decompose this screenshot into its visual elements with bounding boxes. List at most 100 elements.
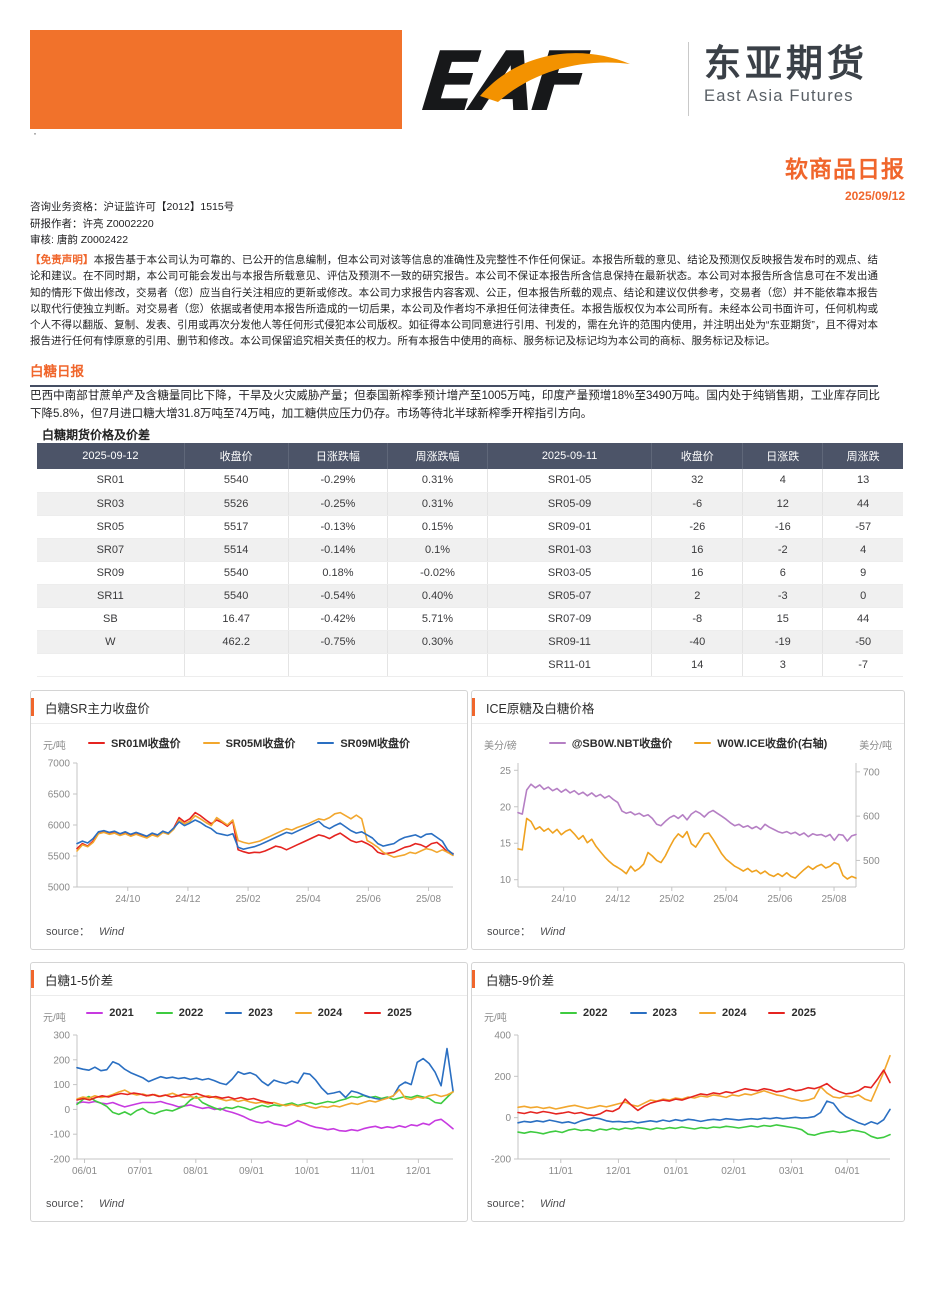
x-tick-label: 24/12 — [175, 894, 200, 905]
chart-title: 白糖SR主力收盘价 — [31, 691, 467, 724]
chart-body: 2021 2022 2023 2024 2025 元/吨 -200 -100 0 100 200… — [31, 996, 467, 1221]
y-axis-unit-left: 元/吨 — [484, 1013, 507, 1024]
table-cell: W — [37, 630, 185, 654]
y-tick-label: 200 — [53, 1055, 70, 1066]
legend-item: SR05M收盘价 — [202, 735, 295, 751]
table-cell: -0.25% — [288, 492, 389, 516]
x-tick-label: 12/01 — [406, 1166, 431, 1177]
table-header-cell: 日涨跌幅 — [288, 443, 389, 469]
table-row: SR11 5540 -0.54% 0.40% SR05-07 2 -3 0 — [37, 584, 903, 608]
table-cell: -7 — [822, 653, 903, 677]
table-cell: -19 — [742, 630, 824, 654]
series-line — [76, 1092, 274, 1104]
table-row: SR05 5517 -0.13% 0.15% SR09-01 -26 -16 -57 — [37, 515, 903, 539]
chart-panel-spread-1-5: 白糖1-5价差 2021 2022 2023 2024 2025 元/吨 -200 -10… — [30, 962, 468, 1222]
table-cell: SR11 — [37, 584, 185, 608]
legend-label: 2024 — [317, 1007, 343, 1019]
table-cell: 0.31% — [387, 469, 488, 493]
x-tick-label: 02/01 — [721, 1166, 746, 1177]
legend-label: W0W.ICE收盘价(右轴) — [717, 738, 828, 750]
table-cell: 9 — [822, 561, 903, 585]
x-tick-label: 24/10 — [551, 894, 576, 905]
table-cell: 4 — [822, 538, 903, 562]
section-title-sugar-daily: 白糖日报 — [30, 360, 878, 387]
chart-panel-spread-5-9: 白糖5-9价差 2022 2023 2024 2025 元/吨 -200 0 200 400… — [471, 962, 905, 1222]
table-row: SR11-01 14 3 -7 — [37, 653, 903, 677]
legend-item: 2023 — [629, 1007, 677, 1019]
brand-divider — [688, 42, 689, 116]
x-tick-label: 07/01 — [128, 1166, 153, 1177]
brand-name-cn: 东亚期货 — [704, 43, 868, 84]
table-cell: SR01-03 — [487, 538, 653, 562]
legend-item: 2022 — [560, 1007, 608, 1019]
table-row: SB 16.47 -0.42% 5.71% SR07-09 -8 15 44 — [37, 607, 903, 631]
table-cell: -3 — [742, 584, 824, 608]
table-header-cell: 收盘价 — [184, 443, 289, 469]
table-cell: -0.13% — [288, 515, 389, 539]
y-tick-label: 100 — [53, 1080, 70, 1091]
chart-plot: 5000 5500 6000 6500 7000 24/10 24/12 25/02 25/04… — [48, 759, 454, 905]
legend-swatch — [768, 1011, 786, 1015]
table-cell: 32 — [651, 469, 744, 493]
y-tick-label: 10 — [500, 875, 512, 886]
series-line — [76, 811, 454, 858]
legend-item: W0W.ICE收盘价(右轴) — [694, 735, 827, 751]
report-head: 软商品日报 2025/09/12 — [785, 150, 905, 203]
chart-panel-ice-sugar: ICE原糖及白糖价格 @SB0W.NBT收盘价 W0W.ICE收盘价(右轴) 美分… — [471, 690, 905, 950]
legend-label: 2022 — [178, 1007, 204, 1019]
table-cell: -16 — [742, 515, 824, 539]
x-tick-label: 06/01 — [72, 1166, 97, 1177]
chart-body: SR01M收盘价 SR05M收盘价 SR09M收盘价 元/吨 5000 5500 600… — [31, 724, 467, 949]
y-tick-label: 700 — [863, 767, 880, 778]
y-tick-label: 15 — [500, 839, 512, 850]
table-header-cell: 日涨跌 — [742, 443, 824, 469]
series-line — [517, 817, 857, 880]
table-row: W 462.2 -0.75% 0.30% SR09-11 -40 -19 -50 — [37, 630, 903, 654]
eaf-logo-swoosh — [480, 53, 630, 102]
y-tick-label: 0 — [64, 1105, 70, 1116]
source-prefix: source： — [46, 1198, 91, 1210]
chart-source: source： Wind — [46, 1195, 124, 1211]
x-tick-label: 12/01 — [606, 1166, 631, 1177]
table-cell: 3 — [742, 653, 824, 677]
table-cell: 16 — [651, 561, 744, 585]
table-cell: -26 — [651, 515, 744, 539]
table-cell: SR11-01 — [487, 653, 653, 677]
source-prefix: source： — [487, 1198, 532, 1210]
y-tick-label: 7000 — [48, 759, 71, 770]
legend-item: SR09M收盘价 — [317, 735, 410, 751]
source-prefix: source： — [46, 926, 91, 938]
table-cell: SR07 — [37, 538, 185, 562]
legend-label: 2021 — [109, 1007, 134, 1019]
table-cell: 5514 — [184, 538, 289, 562]
table-cell: SR03 — [37, 492, 185, 516]
series-line — [76, 819, 454, 855]
legend-swatch — [225, 1011, 243, 1015]
table-cell: 5540 — [184, 584, 289, 608]
stray-dot: · — [33, 126, 37, 140]
legend-label: 2023 — [652, 1007, 677, 1019]
brand-name-en: East Asia Futures — [704, 87, 854, 105]
legend-label: 2022 — [583, 1007, 608, 1019]
legend-swatch — [364, 1011, 382, 1015]
table-cell: -2 — [742, 538, 824, 562]
table-cell: 0 — [822, 584, 903, 608]
chart-title: 白糖5-9价差 — [472, 963, 904, 996]
table-cell: SR09-11 — [487, 630, 653, 654]
table-cell: 12 — [742, 492, 824, 516]
legend-item: 2025 — [768, 1007, 816, 1019]
disclaimer-text: 本报告基于本公司认为可靠的、已公开的信息编制，但本公司对该等信息的准确性及完整性… — [30, 254, 878, 348]
eaf-logo-svg: EAF — [418, 35, 630, 130]
source-name: Wind — [99, 926, 124, 938]
legend-swatch — [560, 1011, 578, 1015]
chart-plot: -200 -100 0 100 200 300 06/01 07/01 08/01 09/01 10… — [50, 1031, 454, 1177]
source-name: Wind — [540, 926, 565, 938]
legend-label: SR01M收盘价 — [110, 738, 181, 750]
table-cell: 44 — [822, 492, 903, 516]
table-cell: SR09 — [37, 561, 185, 585]
chart-panel-sr-close: 白糖SR主力收盘价 SR01M收盘价 SR05M收盘价 SR09M收盘价 元/吨 5… — [30, 690, 468, 950]
legend-label: 2023 — [248, 1007, 273, 1019]
legend-swatch — [317, 741, 335, 745]
table-cell: 0.30% — [387, 630, 488, 654]
charts-grid: 白糖SR主力收盘价 SR01M收盘价 SR05M收盘价 SR09M收盘价 元/吨 5… — [30, 690, 905, 1222]
